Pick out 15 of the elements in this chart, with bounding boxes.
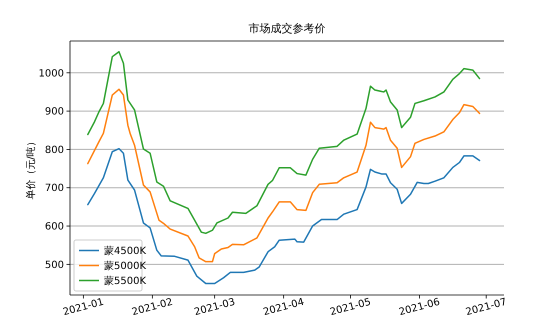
legend-label: 蒙4500K xyxy=(104,245,146,257)
y-tick-label: 1000 xyxy=(38,68,64,80)
y-axis-title: 单价（元/吨） xyxy=(25,136,37,200)
x-tick-label: 2021-02 xyxy=(130,296,174,318)
legend-label: 蒙5500K xyxy=(104,275,146,287)
y-tick-label: 700 xyxy=(44,183,64,194)
chart-title: 市场成交参考价 xyxy=(248,22,326,35)
x-tick-label: 2021-03 xyxy=(193,296,236,318)
y-tick-label: 800 xyxy=(44,144,64,156)
y-tick-label: 900 xyxy=(44,106,64,118)
x-tick-label: 2021-01 xyxy=(62,296,106,318)
x-tick-label: 2021-04 xyxy=(262,296,306,318)
y-tick-label: 600 xyxy=(44,222,64,233)
legend-label: 蒙5000K xyxy=(104,260,146,272)
y-tick-label: 500 xyxy=(44,260,64,271)
